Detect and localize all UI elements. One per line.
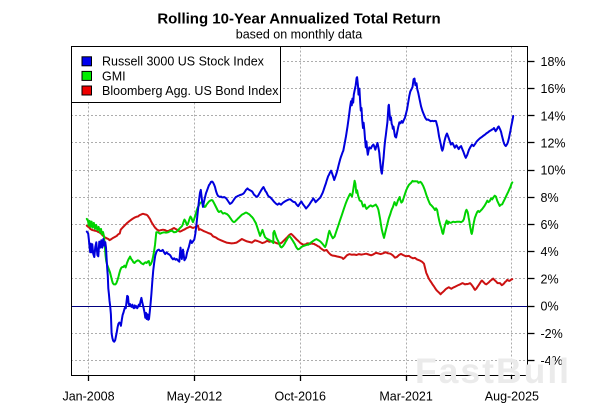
svg-text:12%: 12%	[541, 137, 566, 151]
svg-text:0%: 0%	[541, 300, 559, 314]
svg-text:Oct-2016: Oct-2016	[274, 390, 325, 404]
svg-text:4%: 4%	[541, 245, 559, 259]
svg-text:6%: 6%	[541, 218, 559, 232]
svg-text:FastBull: FastBull	[415, 351, 571, 391]
svg-text:18%: 18%	[541, 55, 566, 69]
svg-text:8%: 8%	[541, 191, 559, 205]
svg-text:16%: 16%	[541, 82, 566, 96]
svg-text:-2%: -2%	[541, 327, 563, 341]
svg-text:May-2012: May-2012	[167, 390, 223, 404]
svg-text:Aug-2025: Aug-2025	[485, 390, 539, 404]
svg-text:14%: 14%	[541, 109, 566, 123]
svg-text:-4%: -4%	[541, 354, 563, 368]
svg-text:GMI: GMI	[102, 69, 126, 83]
svg-text:Rolling 10-Year Annualized Tot: Rolling 10-Year Annualized Total Return	[157, 11, 440, 28]
svg-text:Jan-2008: Jan-2008	[62, 390, 114, 404]
svg-text:10%: 10%	[541, 164, 566, 178]
svg-text:Mar-2021: Mar-2021	[379, 390, 433, 404]
svg-text:Russell 3000 US Stock Index: Russell 3000 US Stock Index	[102, 55, 265, 69]
svg-text:Bloomberg Agg. US Bond Index: Bloomberg Agg. US Bond Index	[102, 84, 279, 98]
svg-text:based on monthly data: based on monthly data	[236, 28, 363, 42]
svg-text:2%: 2%	[541, 272, 559, 286]
